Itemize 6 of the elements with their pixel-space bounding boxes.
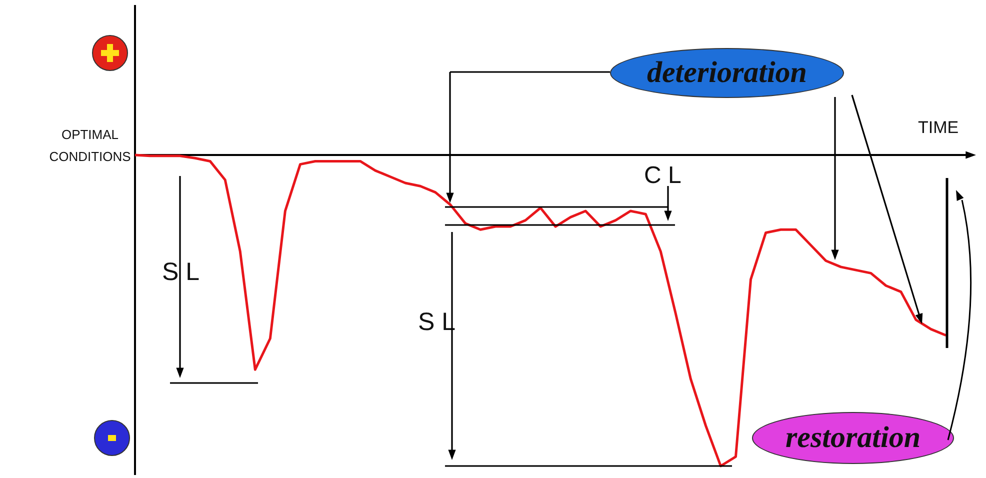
annotation: restoration	[752, 412, 954, 464]
text: TIME	[918, 118, 959, 138]
annotation: C L	[644, 162, 682, 190]
annotation: S L	[162, 258, 200, 287]
text: OPTIMAL CONDITIONS	[48, 126, 132, 166]
text: deterioration	[610, 48, 844, 98]
